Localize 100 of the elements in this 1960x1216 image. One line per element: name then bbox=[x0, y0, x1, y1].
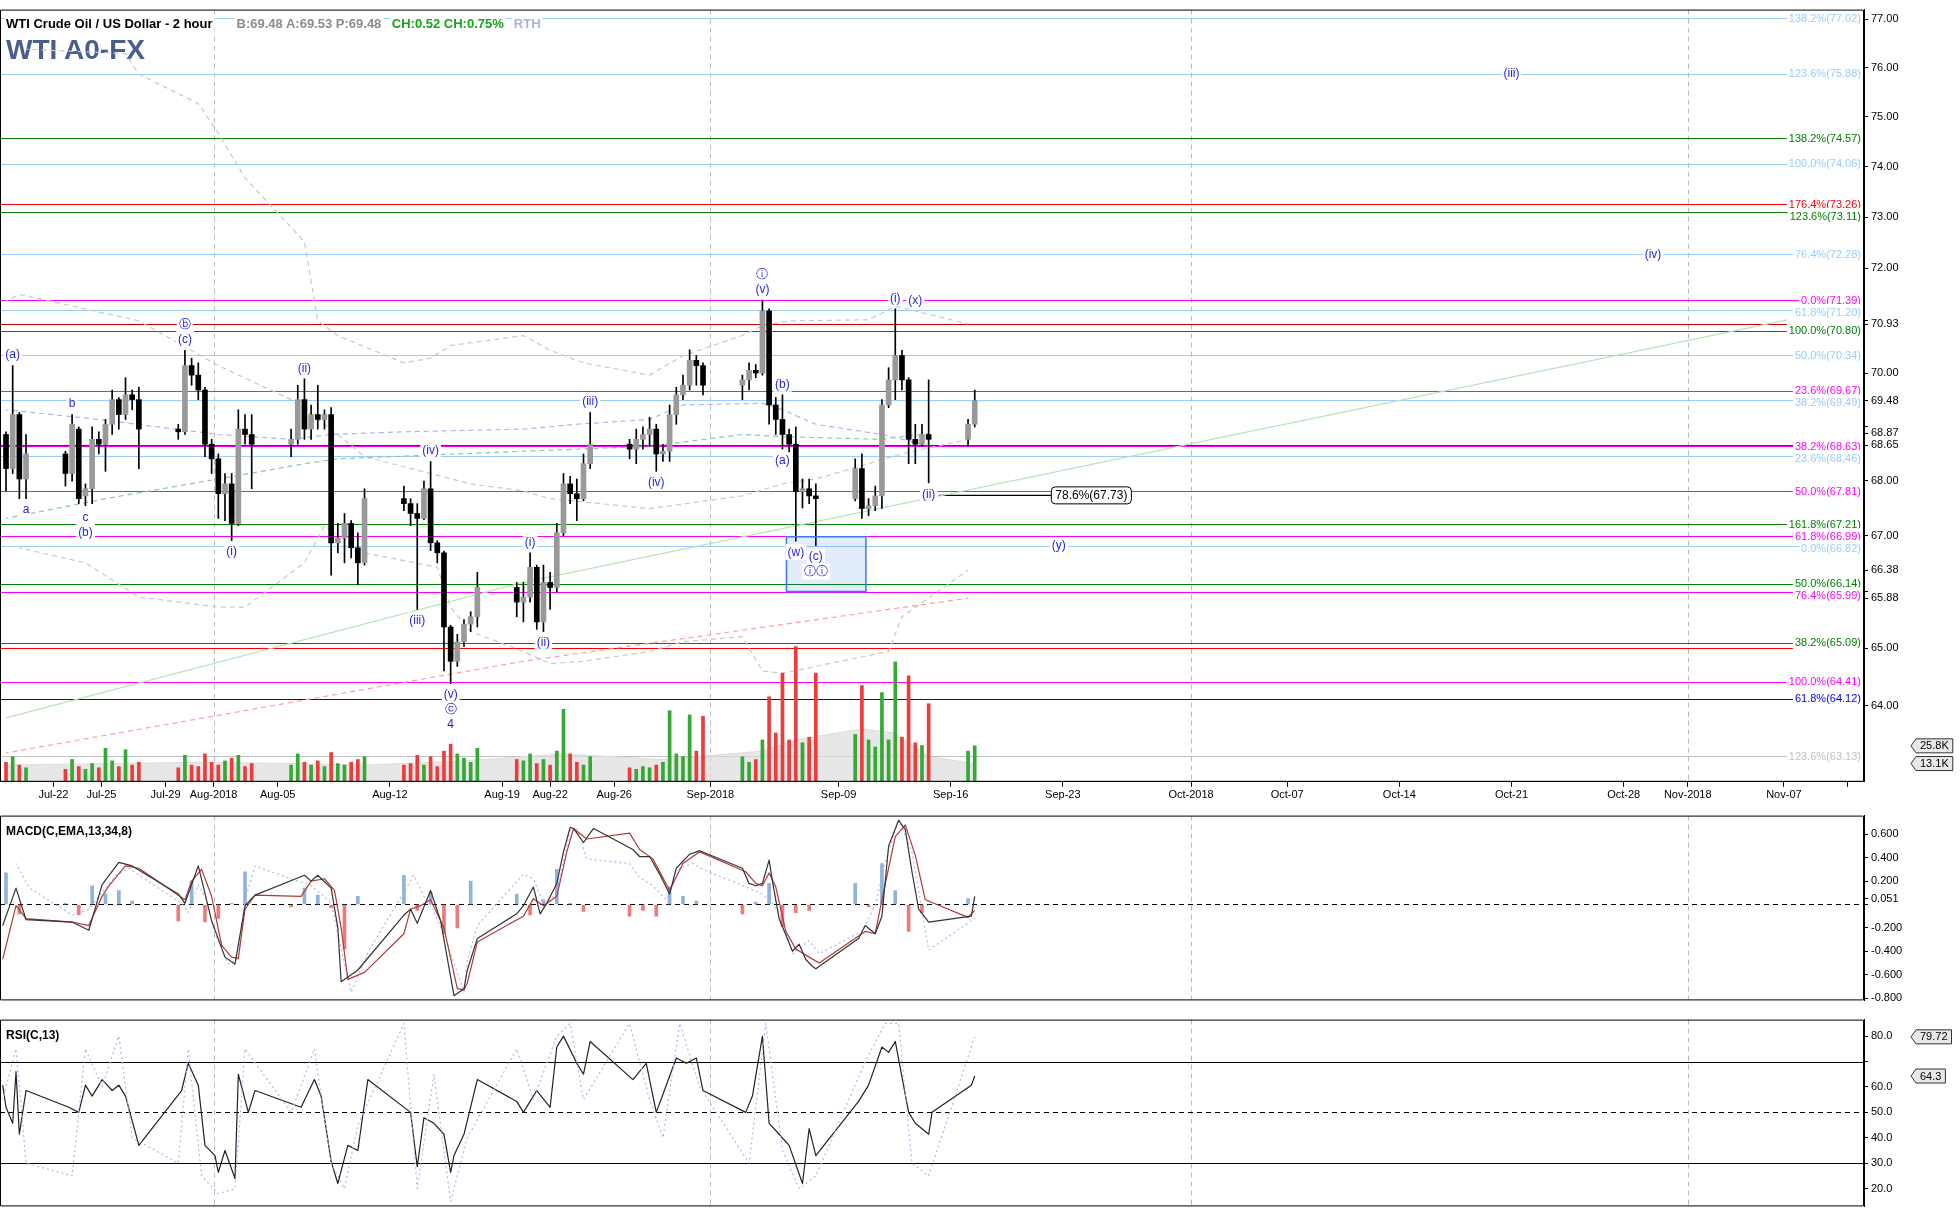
x-tick-label: Nov-07 bbox=[1766, 788, 1802, 801]
text: MACD(C,EMA,13,34,8) bbox=[6, 823, 133, 838]
y2-tick-label: 79.72 bbox=[1920, 1030, 1948, 1043]
ref-line-label: 61.8%(71.20) bbox=[1794, 305, 1861, 318]
annotation: ⓑ bbox=[178, 317, 191, 332]
annotation: (b) bbox=[78, 524, 93, 539]
ref-line-label: 0.0%(71.39) bbox=[1801, 293, 1861, 306]
x-tick-label: Aug-12 bbox=[372, 788, 408, 801]
x-tick-label: Sep-2018 bbox=[686, 788, 735, 801]
annotation: (iii) bbox=[409, 613, 426, 628]
text: RSI(C,13) bbox=[6, 1027, 60, 1042]
x-tick-label: Oct-2018 bbox=[1168, 788, 1214, 801]
y-tick-label: 80.0 bbox=[1871, 1029, 1893, 1042]
ref-line-label: 76.4%(65.99) bbox=[1794, 589, 1861, 602]
y-tick-label: 60.0 bbox=[1871, 1079, 1893, 1092]
y-tick-label: 75.00 bbox=[1871, 109, 1899, 122]
annotation: (c) bbox=[177, 332, 192, 347]
y2-tick-label: 64.3 bbox=[1920, 1069, 1942, 1082]
annotation: (a) bbox=[5, 347, 21, 362]
annotation: (b) bbox=[775, 376, 790, 391]
x-tick-label: Jul-29 bbox=[150, 788, 181, 801]
y-tick-label: 50.0 bbox=[1871, 1105, 1893, 1118]
y-tick-label: -0.600 bbox=[1871, 967, 1903, 980]
y-tick-label: 72.00 bbox=[1871, 261, 1899, 274]
x-tick-label: Nov-2018 bbox=[1663, 788, 1712, 801]
y-tick-label: 69.48 bbox=[1871, 393, 1899, 406]
y-tick-label: 0.400 bbox=[1871, 850, 1899, 863]
y-tick-label: 77.00 bbox=[1871, 12, 1899, 25]
annotation: CH:0.52 CH:0.75% bbox=[391, 15, 505, 31]
y-tick-label: 68.65 bbox=[1871, 438, 1899, 451]
y2-tick-label: 13.1K bbox=[1920, 757, 1950, 770]
ref-line-label: 176.4%(73.26) bbox=[1788, 197, 1861, 210]
x-tick-label: Aug-2018 bbox=[189, 788, 238, 801]
y2-tick-label: 25.8K bbox=[1920, 739, 1950, 752]
x-tick-label: Jul-25 bbox=[86, 788, 117, 801]
annotation: (iii) bbox=[582, 394, 599, 409]
annotation: (iv) bbox=[1644, 246, 1662, 261]
annotation: (ii) bbox=[536, 635, 551, 650]
annotation: (v) bbox=[755, 281, 770, 296]
annotation: c bbox=[82, 509, 89, 524]
y-tick-label: -0.800 bbox=[1871, 991, 1903, 1004]
text: WTI Crude Oil / US Dollar - 2 hour bbox=[6, 15, 213, 31]
x-tick-label: Aug-19 bbox=[484, 788, 520, 801]
annotation: b bbox=[68, 396, 76, 411]
annotation: (i) bbox=[226, 544, 237, 559]
x-tick-label: Sep-09 bbox=[820, 788, 857, 801]
x-tick-label: Oct-21 bbox=[1494, 788, 1528, 801]
x-tick-label: Oct-07 bbox=[1270, 788, 1304, 801]
annotation: (i) bbox=[524, 534, 536, 549]
ref-line-label: 23.6%(68.46) bbox=[1794, 451, 1861, 464]
ref-line-label: 0.0%(66.82) bbox=[1801, 541, 1861, 554]
y-tick-label: 74.00 bbox=[1871, 159, 1899, 172]
ref-line-label: 61.8%(66.99) bbox=[1794, 529, 1861, 542]
x-tick-label: Jul-22 bbox=[38, 788, 69, 801]
ref-line-label: 23.6%(69.67) bbox=[1794, 384, 1861, 397]
y-tick-label: 0.600 bbox=[1871, 827, 1899, 840]
annotation: 4 bbox=[447, 717, 455, 732]
annotation: (ii) bbox=[297, 360, 312, 375]
x-tick-label: Oct-28 bbox=[1607, 788, 1641, 801]
ref-line-label: 38.2%(68.63) bbox=[1794, 439, 1861, 452]
annotation: (w) bbox=[787, 544, 805, 559]
annotation: ⓒ bbox=[444, 702, 457, 717]
annotation: (i) bbox=[889, 290, 901, 305]
annotation: ⓘ bbox=[756, 266, 769, 281]
y-tick-label: -0.200 bbox=[1871, 920, 1903, 933]
y-tick-label: 70.00 bbox=[1871, 366, 1899, 379]
x-tick-label: Aug-26 bbox=[596, 788, 632, 801]
y-tick-label: 65.00 bbox=[1871, 641, 1899, 654]
text: WTI A0-FX bbox=[6, 34, 146, 66]
y-tick-label: 0.200 bbox=[1871, 874, 1899, 887]
ref-line-label: 50.0%(70.34) bbox=[1794, 348, 1861, 361]
annotation: (x) bbox=[908, 292, 923, 307]
annotation: B:69.48 A:69.53 P:69.48 bbox=[236, 15, 382, 31]
x-tick-label: Aug-22 bbox=[532, 788, 568, 801]
annotation: RTH bbox=[513, 15, 541, 31]
x-tick-label: Aug-05 bbox=[259, 788, 296, 801]
y-tick-label: 68.00 bbox=[1871, 473, 1899, 486]
ref-line-label: 161.8%(67.21) bbox=[1788, 517, 1861, 530]
annotation: (iv) bbox=[422, 443, 439, 458]
ref-line-label: 123.6%(63.13) bbox=[1788, 749, 1861, 762]
ref-line-label: 50.0%(67.81) bbox=[1794, 484, 1861, 497]
y-tick-label: 67.00 bbox=[1871, 528, 1899, 541]
annotation: ⓘⓘ bbox=[803, 564, 828, 579]
annotation: (c) bbox=[808, 549, 823, 564]
annotation: (ii) bbox=[922, 486, 936, 501]
ref-line-label: 61.8%(64.12) bbox=[1794, 692, 1861, 705]
ref-line-label: 38.2%(65.09) bbox=[1794, 636, 1861, 649]
annotation: (iii) bbox=[1503, 66, 1520, 81]
ref-line-label: 138.2%(74.57) bbox=[1788, 131, 1861, 144]
x-tick-label: Oct-14 bbox=[1382, 788, 1416, 801]
annotation: (iv) bbox=[647, 475, 665, 490]
ref-line-label: 123.6%(73.11) bbox=[1789, 209, 1861, 222]
y-tick-label: 20.0 bbox=[1871, 1181, 1893, 1194]
series-label: 78.6%(67.73) bbox=[1055, 488, 1128, 503]
y-tick-label: 76.00 bbox=[1871, 60, 1899, 73]
y-tick-label: 30.0 bbox=[1871, 1156, 1893, 1169]
y-tick-label: 66.38 bbox=[1871, 563, 1899, 576]
ref-line-label: 100.0%(70.80) bbox=[1788, 324, 1861, 337]
x-tick-label: Sep-16 bbox=[932, 788, 969, 801]
y-tick-label: 68.87 bbox=[1871, 426, 1899, 439]
